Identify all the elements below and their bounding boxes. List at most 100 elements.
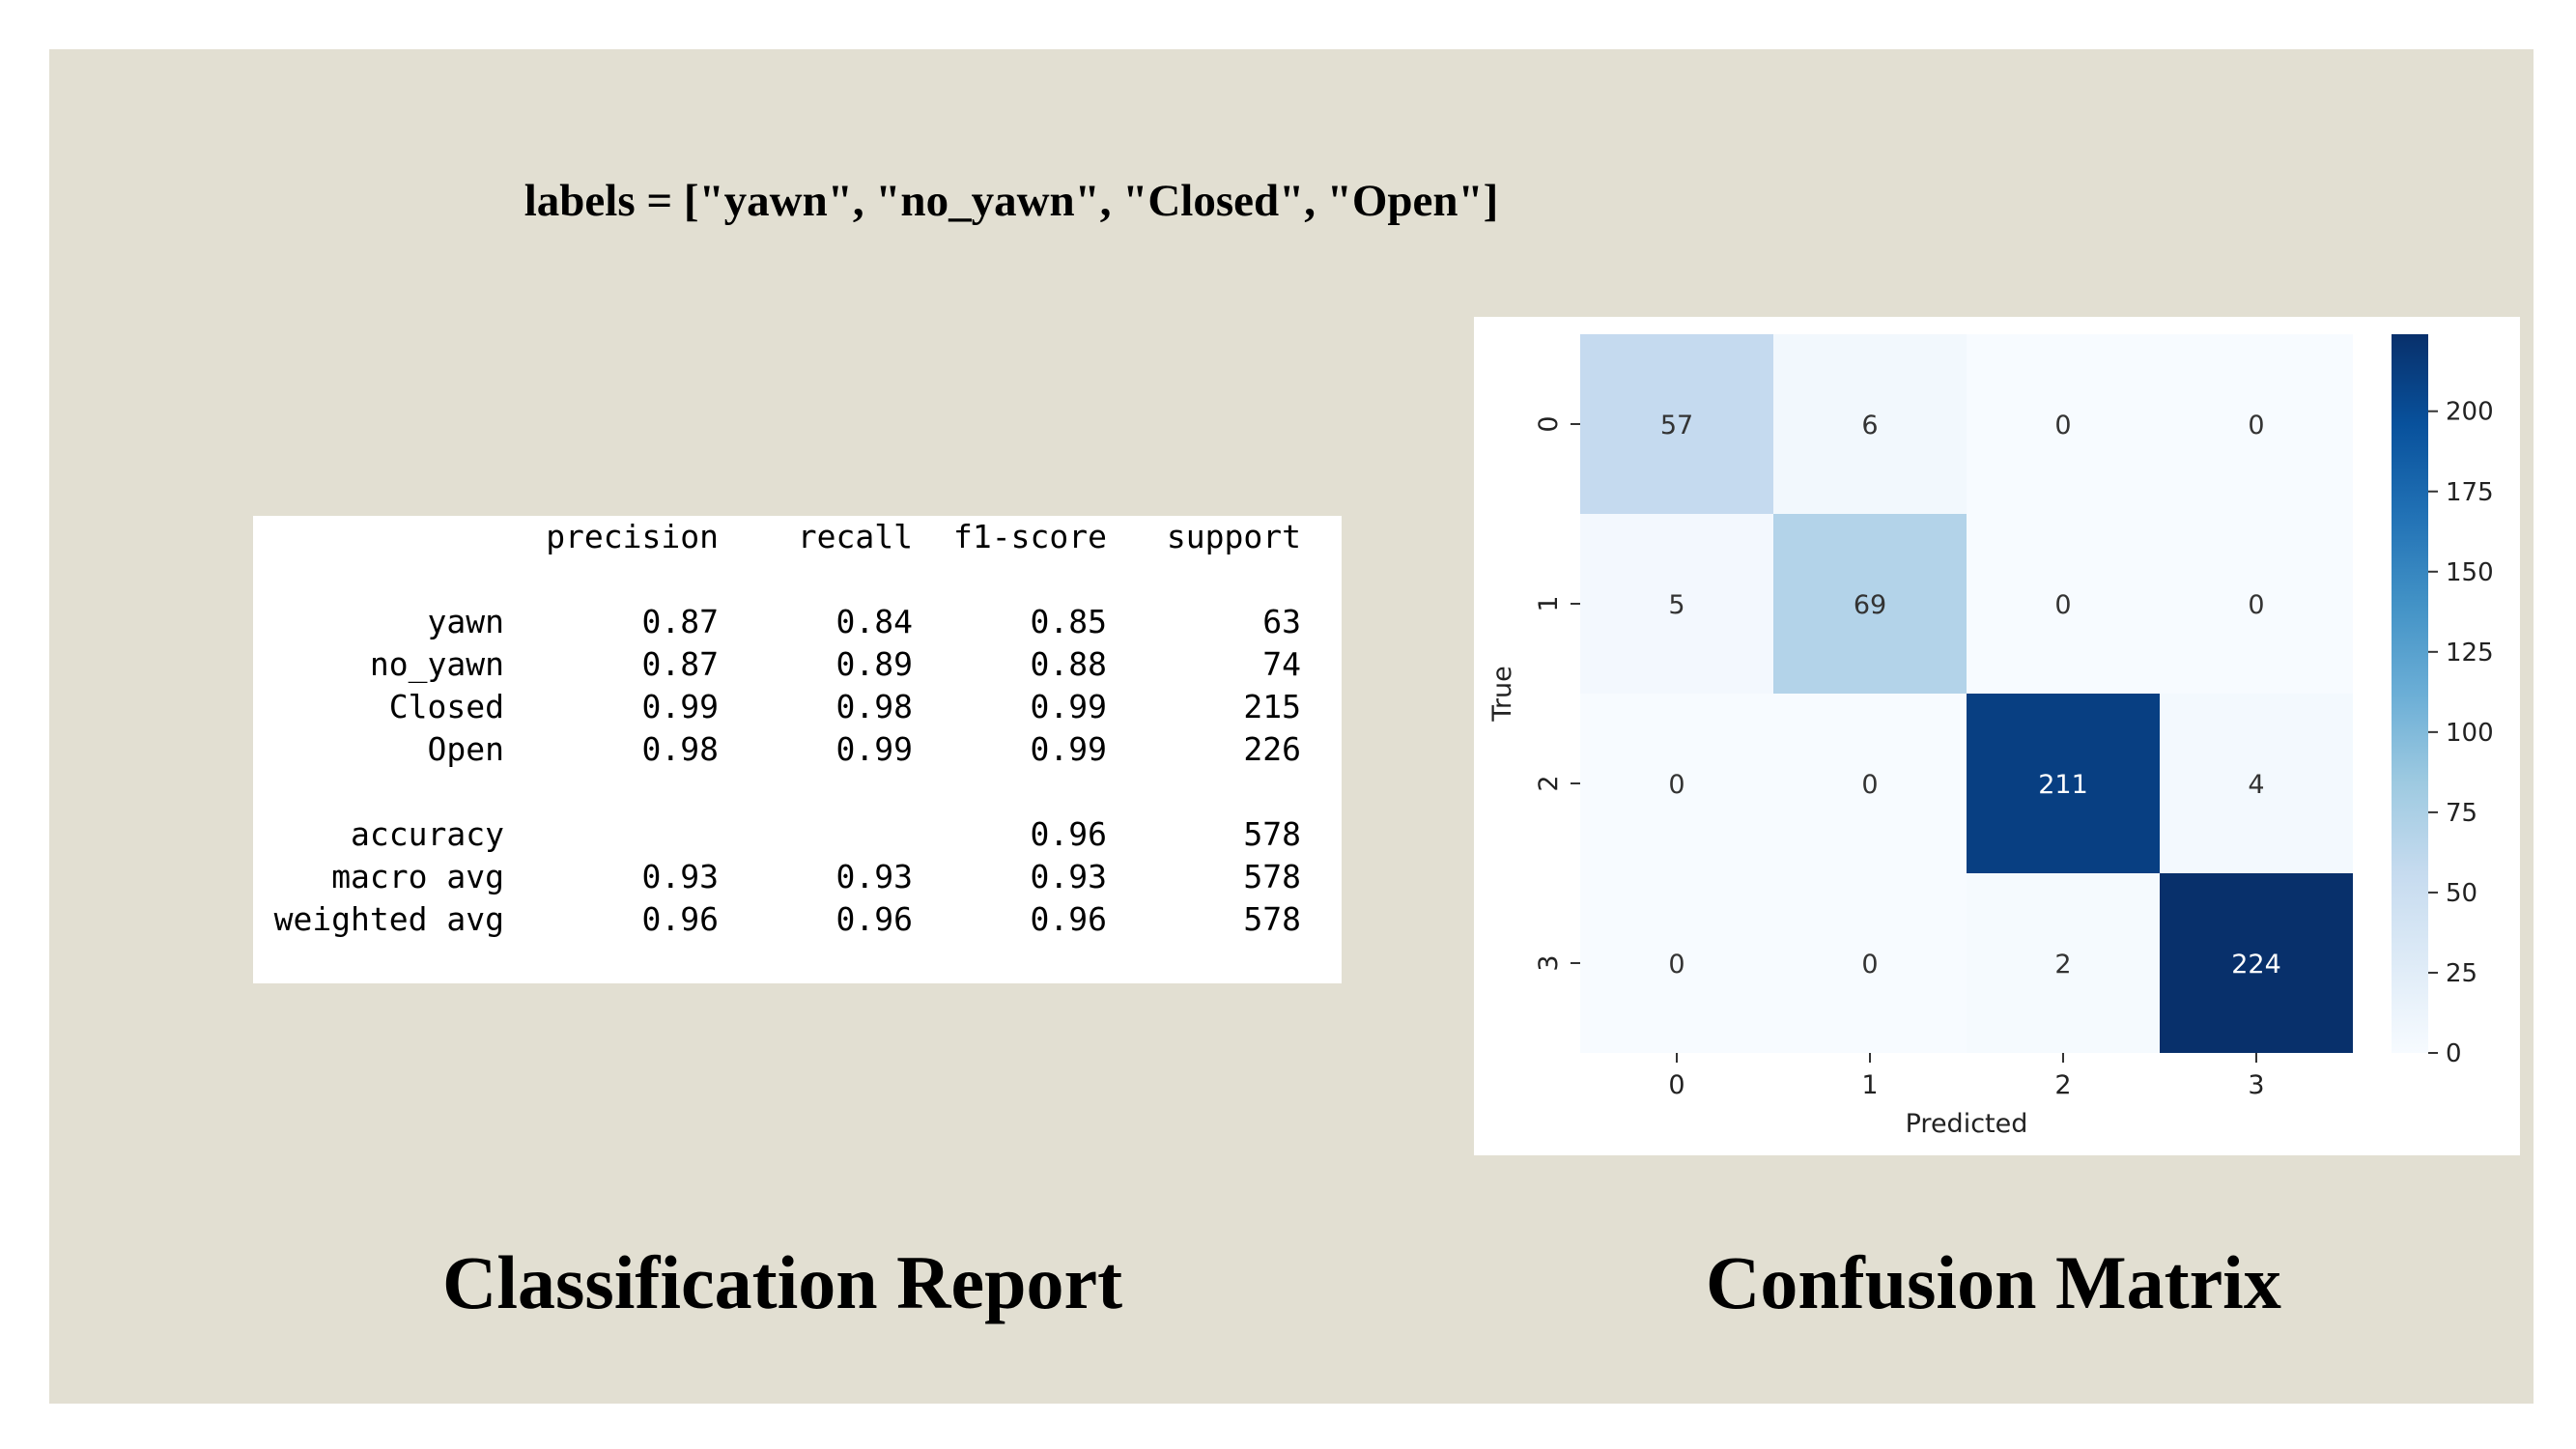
report-summary-row-cell	[719, 813, 913, 856]
colorbar-tick-label: 75	[2446, 799, 2477, 828]
cell-value-label: 0	[1861, 950, 1878, 980]
colorbar-tick-label: 0	[2446, 1039, 2462, 1068]
report-row-cell: 0.89	[835, 645, 913, 683]
report-table: precision recall f1-score support yawn 0.87 0.…	[253, 516, 1301, 941]
report-summary-row-cell: macro avg	[331, 858, 504, 895]
cell-value-label: 0	[1861, 770, 1878, 800]
cell-value-label: 6	[1861, 411, 1878, 440]
report-summary-row-cell: 0.96	[835, 900, 913, 938]
confusion-matrix-caption: Confusion Matrix	[1706, 1240, 2281, 1324]
report-summary-row-cell: weighted avg	[273, 900, 504, 938]
x-tick-label: 3	[2248, 1070, 2264, 1100]
heatmap-cell	[1580, 334, 1773, 514]
report-row: Closed 0.99 0.98 0.99 215	[253, 686, 1301, 728]
classification-report: precision recall f1-score support yawn 0.87 0.…	[253, 516, 1342, 983]
y-tick-label: 1	[1534, 595, 1564, 611]
report-summary-row-cell	[504, 813, 719, 856]
y-tick-label: 3	[1534, 954, 1564, 971]
report-row-cell: 226	[1243, 730, 1301, 768]
cell-value-label: 69	[1854, 590, 1886, 620]
cell-value-label: 2	[2054, 950, 2071, 980]
spacer-row	[253, 771, 1301, 813]
report-row-cell: 0.84	[835, 603, 913, 640]
cell-value-label: 0	[1668, 950, 1684, 980]
colorbar-tick-label: 175	[2446, 478, 2494, 507]
heatmap-cell	[1967, 334, 2160, 514]
heatmap-cell	[1967, 514, 2160, 694]
colorbar-tick-label: 100	[2446, 719, 2494, 748]
report-row-cell: 0.87	[641, 603, 719, 640]
cell-value-label: 0	[2054, 411, 2071, 440]
heatmap-cell	[1967, 694, 2160, 873]
report-summary-row-cell: 578	[1243, 858, 1301, 895]
cell-value-label: 57	[1660, 411, 1693, 440]
report-row-cell: Closed	[388, 688, 504, 725]
y-axis-label: True	[1487, 666, 1517, 722]
colorbar-tick-label: 150	[2446, 558, 2494, 587]
colorbar	[2392, 334, 2428, 1053]
report-summary-row: weighted avg 0.96 0.96 0.96 578	[253, 898, 1301, 941]
colorbar-tick-label: 50	[2446, 879, 2477, 908]
confusion-matrix-panel: 57 6 0 0 5 69 0 0 0 0 211 4 0 0 2 224 0 1 2 3 0 1 2 3 Predicted T…	[1474, 317, 2520, 1155]
report-row-cell: Open	[427, 730, 504, 768]
cell-value-label: 0	[1668, 770, 1684, 800]
report-header-row-cell: precision	[546, 518, 719, 555]
report-summary-row-cell: 0.93	[1030, 858, 1107, 895]
report-row-cell: 0.99	[1030, 730, 1107, 768]
slide-background: labels = ["yawn", "no_yawn", "Closed", "…	[49, 49, 2534, 1404]
report-row-cell: 215	[1243, 688, 1301, 725]
report-summary-row-cell: 0.93	[835, 858, 913, 895]
report-row-cell: no_yawn	[369, 645, 504, 683]
report-row: Open 0.98 0.99 0.99 226	[253, 728, 1301, 771]
heatmap-cell	[1773, 334, 1967, 514]
cell-value-label: 5	[1668, 590, 1684, 620]
heatmap-cell	[2160, 873, 2353, 1053]
report-row-cell: yawn	[427, 603, 504, 640]
report-summary-row: accuracy 0.96 578	[253, 813, 1301, 856]
y-tick-label: 2	[1534, 775, 1564, 791]
report-summary-row-cell: 578	[1243, 815, 1301, 853]
report-header-row-cell: f1-score	[953, 518, 1107, 555]
report-row-cell: 0.98	[835, 688, 913, 725]
x-tick-label: 2	[2054, 1070, 2071, 1100]
report-row-cell: 63	[1262, 603, 1301, 640]
heatmap-cell	[2160, 694, 2353, 873]
report-row-cell: 0.99	[835, 730, 913, 768]
report-summary-row-cell: accuracy	[351, 815, 504, 853]
report-row-cell: 0.88	[1030, 645, 1107, 683]
report-row-cell: 0.98	[641, 730, 719, 768]
heatmap-cell	[2160, 514, 2353, 694]
x-tick-label: 0	[1668, 1070, 1684, 1100]
report-row: yawn 0.87 0.84 0.85 63	[253, 601, 1301, 643]
heatmap-cell	[1580, 873, 1773, 1053]
cell-value-label: 0	[2248, 411, 2264, 440]
labels-line: labels = ["yawn", "no_yawn", "Closed", "…	[524, 176, 1499, 226]
report-row: no_yawn 0.87 0.89 0.88 74	[253, 643, 1301, 686]
heatmap-cell	[1773, 694, 1967, 873]
confusion-matrix-chart: 57 6 0 0 5 69 0 0 0 0 211 4 0 0 2 224 0 1 2 3 0 1 2 3 Predicted T…	[1487, 334, 2494, 1139]
report-row-cell: 74	[1262, 645, 1301, 683]
heatmap-cell	[1967, 873, 2160, 1053]
cell-value-label: 0	[2054, 590, 2071, 620]
report-summary-row-cell: 0.96	[641, 900, 719, 938]
heatmap-cell	[2160, 334, 2353, 514]
report-summary-row-cell: 0.93	[641, 858, 719, 895]
report-row-cell: 0.99	[641, 688, 719, 725]
heatmap-cell	[1580, 694, 1773, 873]
colorbar-tick-label: 200	[2446, 398, 2494, 427]
heatmap-cell	[1773, 873, 1967, 1053]
classification-report-caption: Classification Report	[442, 1240, 1123, 1324]
report-header-row-cell	[253, 516, 504, 558]
x-tick-label: 1	[1861, 1070, 1878, 1100]
heatmap-cell	[1773, 514, 1967, 694]
heatmap-cell	[1580, 514, 1773, 694]
colorbar-tick-label: 125	[2446, 639, 2494, 668]
report-summary-row-cell: 578	[1243, 900, 1301, 938]
cell-value-label: 0	[2248, 590, 2264, 620]
report-row-cell: 0.85	[1030, 603, 1107, 640]
report-header-row-cell: recall	[797, 518, 913, 555]
x-axis-label: Predicted	[1906, 1109, 2028, 1139]
report-row-cell: 0.87	[641, 645, 719, 683]
y-tick-label: 0	[1534, 415, 1564, 432]
report-header-row: precision recall f1-score support	[253, 516, 1301, 558]
